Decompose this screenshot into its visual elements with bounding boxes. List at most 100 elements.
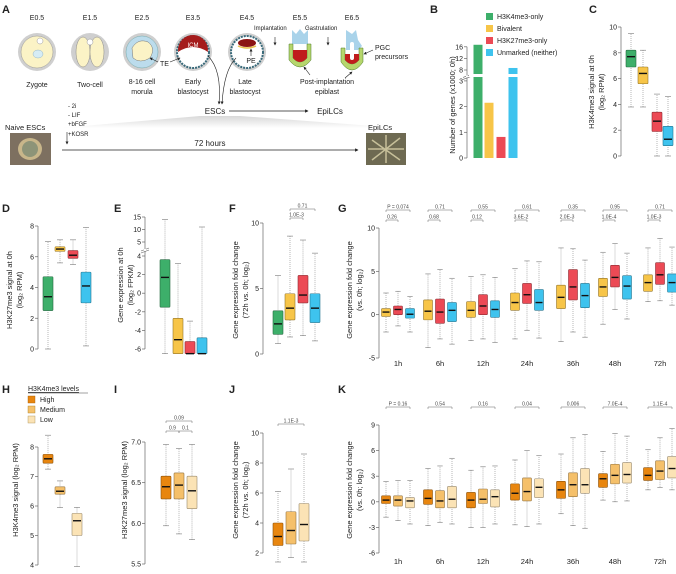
- p-value-label: 0.71: [298, 204, 308, 210]
- box-plot: [54, 239, 66, 264]
- y-tick-label: 10: [251, 431, 259, 438]
- box-plot: [423, 273, 433, 348]
- significance-bracket: [514, 406, 540, 409]
- embryo-label: Late: [238, 79, 252, 86]
- box: [423, 489, 433, 505]
- box: [172, 318, 184, 354]
- y-tick-label: 0: [459, 156, 463, 163]
- bar-break-gap: [469, 74, 529, 77]
- box: [405, 497, 415, 509]
- panel-letter-a: A: [2, 4, 10, 16]
- y-tick-label: 1: [459, 130, 463, 137]
- y-tick-label: 9: [371, 423, 375, 430]
- y-tick-label: 8: [459, 68, 463, 75]
- pgc-label-2: precursors: [375, 54, 409, 61]
- e65-embryo-illustration: [340, 30, 364, 71]
- y-tick-label: 4: [30, 563, 34, 570]
- time-fan: [60, 116, 400, 128]
- y-tick-label: 10: [251, 221, 259, 228]
- box-plot: [309, 252, 321, 342]
- p-value-label: 0.09: [174, 416, 184, 422]
- bar: [508, 67, 518, 158]
- e55-embryo-illustration: [288, 29, 312, 68]
- significance-bracket: [647, 209, 673, 212]
- box-plot: [510, 459, 520, 526]
- naive-escs-label: Naive ESCs: [5, 123, 46, 132]
- p-value-label: 0.35: [568, 205, 578, 211]
- legend-label: Medium: [40, 407, 65, 414]
- y-tick-label: 2: [255, 551, 259, 558]
- box: [298, 503, 310, 542]
- p-value-label: 2.0E-3: [560, 215, 575, 221]
- box-plot: [655, 238, 665, 302]
- embryo-label: Two-cell: [77, 82, 103, 89]
- y-tick-label: 8: [613, 50, 617, 57]
- box: [637, 66, 649, 85]
- box: [67, 250, 79, 259]
- box-plot: [447, 277, 457, 345]
- p-value-label: 0.16: [478, 402, 488, 408]
- box: [272, 310, 284, 335]
- x-tick-label: 12h: [477, 359, 490, 368]
- stage-label: E4.5: [240, 15, 255, 22]
- box: [297, 275, 309, 304]
- y-axis-label: Gene expression fold change: [231, 441, 240, 539]
- two-cell-illustration: [71, 33, 109, 71]
- legend-label: Unmarked (neither): [497, 50, 557, 57]
- box-plot: [643, 449, 653, 491]
- panel-letter-c: C: [589, 4, 597, 16]
- y-tick-label: 2: [613, 128, 617, 135]
- legend-swatch: [486, 37, 493, 44]
- box-plot: [466, 469, 476, 528]
- y-axis-label: H3K4me3 signal (log₂ RPM): [11, 443, 20, 537]
- box: [610, 463, 620, 485]
- box: [568, 269, 578, 301]
- y-tick-label: 0: [371, 499, 375, 506]
- box-plot: [405, 296, 415, 333]
- legend-swatch: [486, 49, 493, 56]
- box-plot: [625, 33, 637, 108]
- box-plot: [568, 248, 578, 333]
- box-plot: [556, 247, 566, 342]
- y-axis-label: (72h vs. 0h; log₂): [241, 261, 250, 318]
- y-axis-label: H3K27me3 signal (log₂ RPM): [120, 441, 129, 539]
- condition: +bFGF: [68, 122, 87, 128]
- significance-bracket: [470, 209, 496, 212]
- legend-title: H3K4me3 levels: [28, 386, 79, 393]
- y-tick-label: 0: [613, 154, 617, 161]
- implantation-label: Implantation: [254, 26, 287, 32]
- axis-break-gap: [466, 75, 468, 78]
- legend-swatch: [27, 405, 36, 414]
- box: [490, 489, 500, 508]
- y-axis-label: Gene expression fold change: [231, 241, 240, 339]
- y-axis-label: H3K27me3 signal at 0h: [5, 251, 14, 329]
- panel-letter-j: J: [229, 384, 235, 396]
- early-blastocyst-illustration: ICM: [174, 33, 212, 71]
- y-tick-label: 10: [367, 226, 375, 233]
- condition-list: - 2i - LIF +bFGF +KOSR: [68, 104, 89, 138]
- y-tick-label: 6.5: [131, 480, 141, 487]
- significance-bracket: [277, 423, 305, 426]
- axis-break-gap: [144, 249, 146, 251]
- p-value-label: 1.0E-4: [602, 215, 617, 221]
- stage-label: E2.5: [135, 15, 150, 22]
- significance-bracket: [514, 219, 528, 222]
- p-value-label: 1.0E-3: [289, 213, 304, 219]
- x-tick-label: 6h: [436, 557, 444, 566]
- box-plot: [651, 93, 663, 157]
- box-plot: [381, 292, 391, 333]
- box-plot: [284, 235, 296, 338]
- box-plot: [478, 274, 488, 340]
- p-value-label: 0.71: [435, 205, 445, 211]
- box: [160, 475, 172, 500]
- box-plot: [435, 269, 445, 340]
- escs-label: ESCs: [205, 107, 225, 116]
- y-tick-label: 6: [255, 491, 259, 498]
- significance-bracket: [427, 209, 453, 212]
- box: [435, 298, 445, 324]
- significance-bracket: [514, 209, 540, 212]
- p-value-label: 1.0E-3: [647, 215, 662, 221]
- box-plot: [80, 227, 92, 347]
- y-axis-label: Number of genes (x1000; 0h): [448, 56, 457, 154]
